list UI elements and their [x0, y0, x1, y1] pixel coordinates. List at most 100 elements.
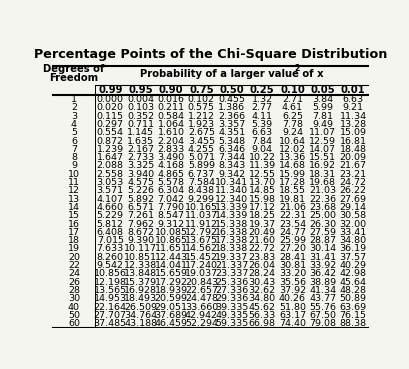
Text: 42.942: 42.942: [184, 311, 217, 320]
Text: 34.80: 34.80: [339, 236, 366, 245]
Text: 28: 28: [68, 286, 80, 295]
Text: 5.99: 5.99: [312, 103, 333, 113]
Text: 13.70: 13.70: [248, 178, 275, 187]
Text: 21.06: 21.06: [278, 203, 305, 212]
Text: 15.379: 15.379: [124, 278, 157, 287]
Text: 33.41: 33.41: [339, 228, 366, 237]
Text: 18: 18: [68, 236, 80, 245]
Text: 0.575: 0.575: [187, 103, 214, 113]
Text: 11.912: 11.912: [184, 220, 217, 228]
Text: 2.71: 2.71: [281, 95, 302, 104]
Text: 17: 17: [68, 228, 80, 237]
Text: 3: 3: [71, 112, 77, 121]
Text: 74.40: 74.40: [278, 319, 305, 328]
Text: 20: 20: [68, 253, 80, 262]
Text: 12.338: 12.338: [124, 261, 157, 270]
Text: 26.04: 26.04: [248, 261, 275, 270]
Text: 2.833: 2.833: [157, 145, 184, 154]
Text: 59.335: 59.335: [215, 319, 248, 328]
Text: 8.547: 8.547: [157, 211, 184, 220]
Text: 3.940: 3.940: [127, 170, 154, 179]
Text: 23.83: 23.83: [248, 253, 275, 262]
Text: 88.38: 88.38: [339, 319, 366, 328]
Text: 1.145: 1.145: [127, 128, 154, 137]
Text: 3.490: 3.490: [157, 153, 184, 162]
Text: 33.92: 33.92: [308, 261, 336, 270]
Text: 14.68: 14.68: [278, 162, 305, 170]
Text: 7: 7: [71, 145, 77, 154]
Text: 8.260: 8.260: [97, 253, 124, 262]
Text: 3.455: 3.455: [187, 137, 214, 146]
Text: 1.212: 1.212: [187, 112, 214, 121]
Text: 2.366: 2.366: [218, 112, 245, 121]
Text: 33.20: 33.20: [278, 269, 306, 278]
Text: 63.17: 63.17: [278, 311, 305, 320]
Text: 5: 5: [71, 128, 77, 137]
Text: 28.87: 28.87: [308, 236, 335, 245]
Text: 22.657: 22.657: [184, 286, 217, 295]
Text: 16.81: 16.81: [339, 137, 366, 146]
Text: 4.11: 4.11: [251, 112, 272, 121]
Text: 2: 2: [71, 103, 77, 113]
Text: 17.338: 17.338: [215, 236, 248, 245]
Text: 18.493: 18.493: [124, 294, 157, 303]
Text: 0.711: 0.711: [127, 120, 154, 129]
Text: 0.016: 0.016: [157, 95, 184, 104]
Text: 10.856: 10.856: [94, 269, 126, 278]
Text: 55.76: 55.76: [308, 303, 335, 311]
Text: 15.452: 15.452: [184, 253, 217, 262]
Text: Degrees of: Degrees of: [43, 64, 104, 74]
Text: 24: 24: [68, 269, 80, 278]
Text: 6: 6: [71, 137, 77, 146]
Text: 6.63: 6.63: [251, 128, 272, 137]
Text: 0.102: 0.102: [187, 95, 214, 104]
Text: 0.75: 0.75: [189, 85, 213, 95]
Text: 11: 11: [68, 178, 80, 187]
Text: 30: 30: [68, 294, 80, 303]
Text: 9.21: 9.21: [342, 103, 363, 113]
Text: 1: 1: [71, 95, 77, 104]
Text: 7.633: 7.633: [97, 245, 124, 254]
Text: 20.49: 20.49: [248, 228, 275, 237]
Text: 10.865: 10.865: [154, 236, 187, 245]
Text: 1.239: 1.239: [97, 145, 124, 154]
Text: 20.09: 20.09: [339, 153, 366, 162]
Text: 10.64: 10.64: [278, 137, 305, 146]
Text: 5.899: 5.899: [187, 162, 214, 170]
Text: 16.92: 16.92: [308, 162, 335, 170]
Text: 0.50: 0.50: [219, 85, 243, 95]
Text: 10.085: 10.085: [154, 228, 187, 237]
Text: 11.07: 11.07: [308, 128, 335, 137]
Text: 45.62: 45.62: [248, 303, 275, 311]
Text: 50.89: 50.89: [339, 294, 366, 303]
Text: 15.338: 15.338: [215, 220, 248, 228]
Text: 76.15: 76.15: [339, 311, 366, 320]
Text: 2.733: 2.733: [127, 153, 154, 162]
Text: 5.226: 5.226: [127, 186, 154, 195]
Text: 34.80: 34.80: [248, 294, 275, 303]
Text: 14.953: 14.953: [94, 294, 126, 303]
Text: 0.95: 0.95: [128, 85, 153, 95]
Text: 19.337: 19.337: [215, 253, 248, 262]
Text: 13.565: 13.565: [94, 286, 126, 295]
Text: 6.304: 6.304: [157, 186, 184, 195]
Text: Probability of a larger value of x: Probability of a larger value of x: [139, 69, 323, 79]
Text: 18.939: 18.939: [154, 286, 187, 295]
Text: 10.851: 10.851: [124, 253, 157, 262]
Text: 8: 8: [71, 153, 77, 162]
Text: 12.340: 12.340: [215, 195, 248, 204]
Text: 7.344: 7.344: [218, 153, 245, 162]
Text: 4.255: 4.255: [187, 145, 214, 154]
Text: 9.312: 9.312: [157, 220, 184, 228]
Text: 8.438: 8.438: [187, 186, 214, 195]
Text: 79.08: 79.08: [308, 319, 335, 328]
Text: 5.812: 5.812: [97, 220, 124, 228]
Text: 13.675: 13.675: [184, 236, 218, 245]
Text: 18.31: 18.31: [308, 170, 335, 179]
Text: 41.34: 41.34: [308, 286, 335, 295]
Text: 32.00: 32.00: [339, 220, 366, 228]
Text: 15: 15: [68, 211, 80, 220]
Text: 9.24: 9.24: [281, 128, 302, 137]
Text: 18.48: 18.48: [339, 145, 366, 154]
Text: 24.478: 24.478: [184, 294, 217, 303]
